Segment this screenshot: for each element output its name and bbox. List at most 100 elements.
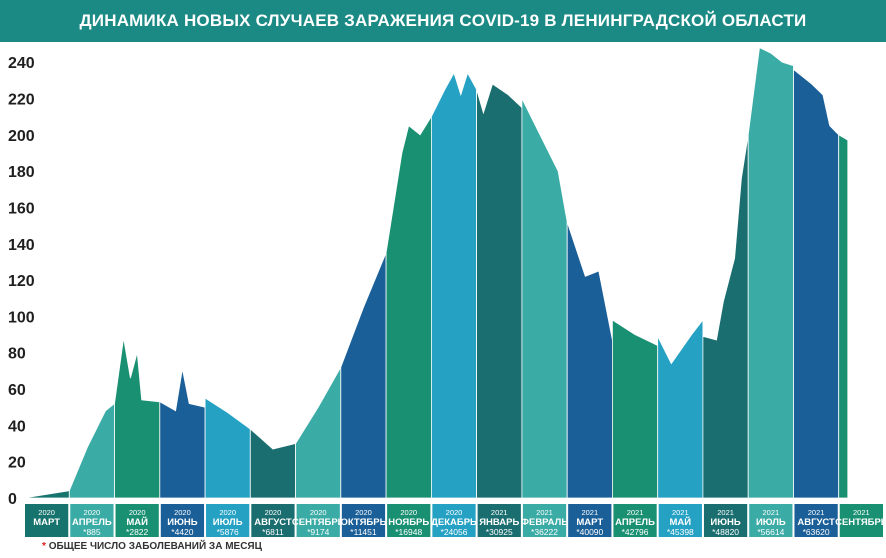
month-total-label: *48820 xyxy=(712,527,739,537)
month-box xyxy=(568,504,612,537)
month-total-label: *885 xyxy=(83,527,101,537)
month-total-label: *5876 xyxy=(217,527,239,537)
area-segments xyxy=(23,46,849,499)
month-name-label: СЕНТЯБРЬ xyxy=(292,517,345,528)
area-segment-15 xyxy=(657,318,704,499)
area-segment-19 xyxy=(838,134,849,499)
y-tick-label: 220 xyxy=(8,91,35,108)
month-name-label: ИЮЛЬ xyxy=(213,517,243,528)
month-name-label: АПРЕЛЬ xyxy=(72,517,112,528)
month-year-label: 2020 xyxy=(265,508,282,517)
month-year-label: 2021 xyxy=(491,508,508,517)
y-tick-label: 200 xyxy=(8,128,35,145)
area-segment-11 xyxy=(476,83,523,499)
month-year-label: 2020 xyxy=(400,508,417,517)
month-year-label: 2020 xyxy=(446,508,463,517)
month-box xyxy=(613,504,657,537)
month-box xyxy=(703,504,748,537)
month-year-label: 2021 xyxy=(717,508,734,517)
footnote: * ОБЩЕЕ ЧИСЛО ЗАБОЛЕВАНИЙ ЗА МЕСЯЦ xyxy=(42,541,262,552)
area-segment-10 xyxy=(431,72,477,499)
month-box xyxy=(432,504,476,537)
footnote-star: * xyxy=(42,541,46,552)
month-year-label: 2020 xyxy=(38,508,55,517)
y-tick-label: 100 xyxy=(8,309,35,326)
month-box xyxy=(206,504,250,537)
month-year-label: 2020 xyxy=(129,508,146,517)
month-total-label: *40090 xyxy=(576,527,603,537)
month-name-label: СЕНТЯБРЬ xyxy=(835,517,886,528)
area-segment-2 xyxy=(68,402,115,499)
month-name-label: ФЕВРАЛЬ xyxy=(521,517,568,528)
y-tick-label: 180 xyxy=(8,164,35,181)
area-segment-18 xyxy=(793,68,840,499)
area-segment-4 xyxy=(159,369,206,499)
month-total-label: *45398 xyxy=(667,527,694,537)
area-segment-14 xyxy=(612,319,659,499)
month-total-label: *30925 xyxy=(486,527,513,537)
month-total-label: *16948 xyxy=(395,527,422,537)
area-segment-7 xyxy=(295,365,342,499)
month-box xyxy=(251,504,295,537)
month-year-label: 2020 xyxy=(174,508,191,517)
month-total-label: *63620 xyxy=(803,527,830,537)
month-box xyxy=(25,504,69,537)
area-segment-9 xyxy=(385,115,432,499)
y-tick-label: 140 xyxy=(8,237,35,254)
month-name-label: МАЙ xyxy=(126,516,148,528)
month-name-label: НОЯБРЬ xyxy=(388,517,429,528)
month-year-label: 2020 xyxy=(219,508,236,517)
area-segment-5 xyxy=(204,397,251,499)
y-tick-label: 40 xyxy=(8,418,26,435)
month-box xyxy=(477,504,521,537)
month-total-label: *4420 xyxy=(171,527,193,537)
month-total-label: *6811 xyxy=(262,527,284,537)
area-segment-12 xyxy=(521,98,568,499)
area-segment-8 xyxy=(340,252,387,499)
month-total-label: *56614 xyxy=(757,527,784,537)
month-year-label: 2021 xyxy=(762,508,779,517)
month-name-label: МАРТ xyxy=(33,517,60,528)
month-name-label: ИЮНЬ xyxy=(167,517,197,528)
month-year-label: 2020 xyxy=(84,508,101,517)
month-year-label: 2020 xyxy=(310,508,327,517)
month-year-label: 2021 xyxy=(581,508,598,517)
area-segment-3 xyxy=(114,338,161,499)
area-segment-13 xyxy=(566,221,613,499)
month-box xyxy=(839,504,883,537)
month-total-label: *36222 xyxy=(531,527,558,537)
month-box xyxy=(160,504,205,537)
month-total-label: *2822 xyxy=(126,527,148,537)
y-tick-label: 0 xyxy=(8,491,17,508)
month-total-label: *24056 xyxy=(441,527,468,537)
footnote-text: ОБЩЕЕ ЧИСЛО ЗАБОЛЕВАНИЙ ЗА МЕСЯЦ xyxy=(48,541,262,552)
y-tick-label: 80 xyxy=(8,346,26,363)
area-segment-6 xyxy=(249,428,296,499)
month-name-label: ОКТЯБРЬ xyxy=(341,517,387,528)
month-name-label: АВГУСТ xyxy=(797,517,835,528)
y-tick-label: 240 xyxy=(8,55,35,72)
month-year-label: 2021 xyxy=(536,508,553,517)
month-name-label: АПРЕЛЬ xyxy=(615,517,655,528)
month-year-label: 2021 xyxy=(853,508,870,517)
month-name-label: МАЙ xyxy=(670,516,692,528)
chart-title: ДИНАМИКА НОВЫХ СЛУЧАЕВ ЗАРАЖЕНИЯ COVID-1… xyxy=(0,0,886,42)
y-tick-label: 160 xyxy=(8,200,35,217)
month-box xyxy=(794,504,838,537)
month-name-label: ИЮНЬ xyxy=(710,517,740,528)
month-total-label: *11451 xyxy=(350,527,377,537)
month-box xyxy=(522,504,567,537)
month-box xyxy=(115,504,159,537)
area-segment-17 xyxy=(747,46,794,499)
month-name-label: МАРТ xyxy=(576,517,603,528)
month-name-label: ЯНВАРЬ xyxy=(479,517,519,528)
month-box xyxy=(70,504,114,537)
month-year-label: 2021 xyxy=(672,508,689,517)
y-tick-label: 120 xyxy=(8,273,35,290)
month-box xyxy=(387,504,431,537)
month-year-label: 2021 xyxy=(808,508,825,517)
month-box xyxy=(341,504,386,537)
month-box xyxy=(749,504,793,537)
month-box xyxy=(658,504,702,537)
